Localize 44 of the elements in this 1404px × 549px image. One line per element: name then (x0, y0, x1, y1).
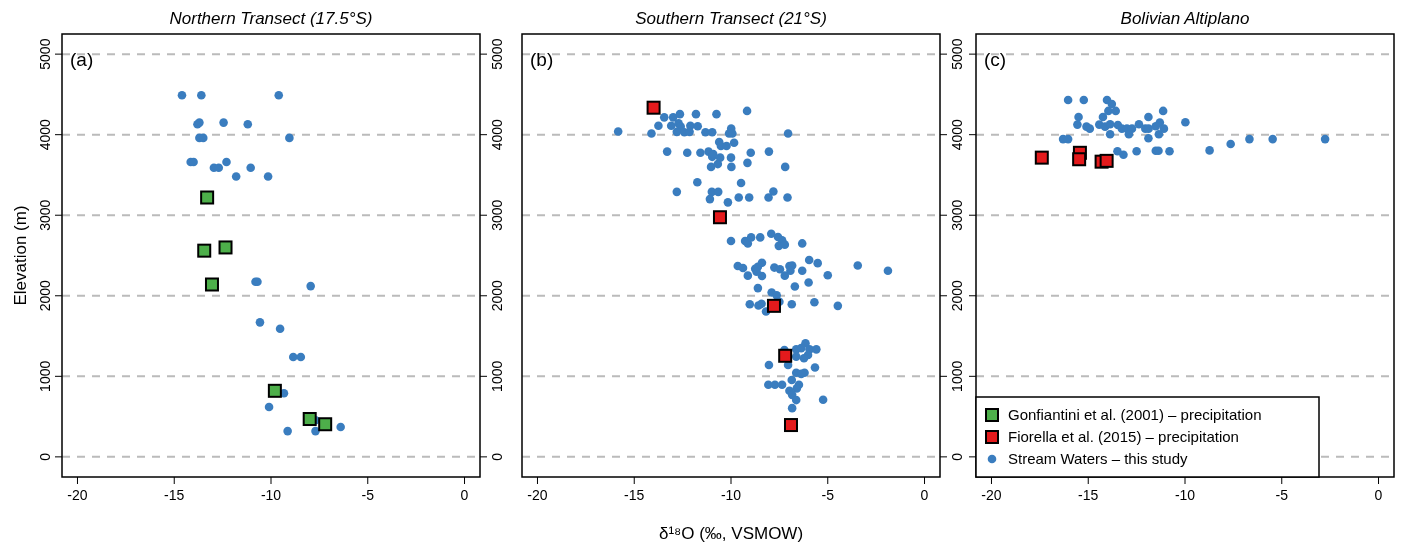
y2-tick-label: 2000 (489, 279, 505, 312)
annotation: (a) (70, 49, 94, 70)
y2-tick-label: 5000 (949, 38, 965, 70)
annotation: (b) (530, 49, 554, 70)
legend-label: Fiorella et al. (2015) – precipitation (1008, 428, 1239, 445)
x-tick-label: -15 (1078, 487, 1099, 503)
x-tick-label: -20 (527, 487, 548, 503)
x-tick-label: -15 (624, 487, 645, 503)
legend-label: Gonfiantini et al. (2001) – precipitation (1008, 406, 1262, 423)
chart-title: Northern Transect (17.5°S) (169, 9, 373, 28)
x-tick-label: 0 (920, 487, 929, 503)
y-tick-label: 1000 (37, 360, 53, 392)
x-tick-label: -20 (67, 487, 88, 503)
x-tick-label: -15 (164, 487, 185, 503)
x-axis-title: δ¹⁸O (‰, VSMOW) (658, 524, 804, 543)
x-tick-label: 0 (1374, 487, 1383, 503)
y-tick-label: 0 (37, 452, 53, 461)
chart-title: Southern Transect (21°S) (635, 9, 827, 28)
x-tick-label: -10 (720, 487, 742, 503)
y-tick-label: 4000 (37, 118, 53, 151)
x-tick-label: -20 (981, 487, 1002, 503)
chart-title: Bolivian Altiplano (1120, 9, 1250, 28)
y-tick-label: 5000 (37, 38, 53, 70)
annotation: (c) (984, 49, 1007, 70)
legend-label: Stream Waters – this study (1008, 450, 1188, 467)
x-tick-label: -5 (821, 487, 835, 503)
x-tick-label: -10 (260, 487, 282, 503)
y2-tick-label: 2000 (949, 279, 965, 312)
y2-tick-label: 0 (949, 452, 965, 461)
y2-tick-label: 5000 (489, 38, 505, 70)
x-tick-label: -10 (1174, 487, 1196, 503)
y-tick-label: 2000 (37, 279, 53, 312)
y-tick-label: 3000 (37, 199, 53, 231)
y2-tick-label: 1000 (949, 360, 965, 392)
y2-tick-label: 1000 (489, 360, 505, 392)
y2-tick-label: 3000 (489, 199, 505, 231)
y-axis-title: Elevation (m) (11, 205, 30, 306)
x-tick-label: -5 (1275, 487, 1289, 503)
y2-tick-label: 4000 (949, 118, 965, 151)
y2-tick-label: 4000 (489, 118, 505, 151)
y2-tick-label: 3000 (949, 199, 965, 231)
x-tick-label: 0 (460, 487, 469, 503)
y2-tick-label: 0 (489, 452, 505, 461)
x-tick-label: -5 (361, 487, 375, 503)
